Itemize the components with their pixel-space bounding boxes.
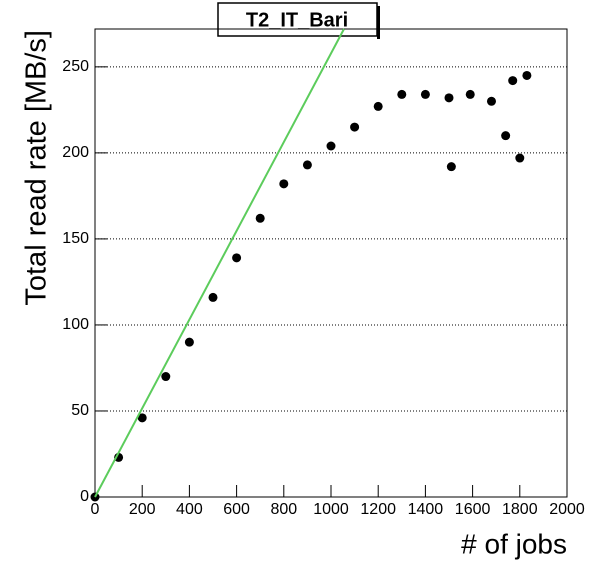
y-tick-label: 250	[62, 58, 89, 75]
chart-title: T2_IT_Bari	[246, 9, 348, 31]
x-tick-label: 1200	[360, 501, 396, 518]
x-tick-label: 1000	[313, 501, 349, 518]
data-point	[137, 413, 147, 423]
x-tick-label: 800	[270, 501, 297, 518]
title-shadow	[377, 6, 380, 39]
data-point	[279, 179, 289, 189]
x-tick-label: 0	[91, 501, 100, 518]
y-tick-label: 200	[62, 144, 89, 161]
plot-frame	[94, 28, 568, 498]
data-point	[161, 372, 171, 382]
data-point	[522, 70, 532, 80]
x-tick-label: 1800	[502, 501, 538, 518]
title-box	[217, 2, 378, 37]
y-tick-label: 50	[71, 402, 89, 419]
y-tick-label: 100	[62, 316, 89, 333]
y-axis-label: Total read rate [MB/s]	[21, 30, 53, 306]
data-point	[302, 160, 312, 170]
data-point	[232, 253, 242, 263]
x-tick-label: 200	[129, 501, 156, 518]
x-tick-label: 400	[176, 501, 203, 518]
data-point	[350, 122, 360, 132]
data-point	[326, 141, 336, 151]
y-tick-label: 0	[80, 488, 89, 505]
data-point	[515, 153, 525, 163]
x-tick-label: 1600	[455, 501, 491, 518]
data-point	[184, 337, 194, 347]
data-point	[208, 292, 218, 302]
x-tick-label: 1400	[408, 501, 444, 518]
data-point	[465, 89, 475, 99]
data-point	[501, 131, 511, 141]
data-point	[446, 162, 456, 172]
data-point	[420, 89, 430, 99]
x-tick-label: 2000	[549, 501, 585, 518]
y-tick-label: 150	[62, 230, 89, 247]
x-tick-label: 600	[223, 501, 250, 518]
data-point	[255, 213, 265, 223]
data-point	[486, 96, 496, 106]
fit-line	[94, 28, 345, 498]
data-point	[444, 93, 454, 103]
data-point	[397, 89, 407, 99]
data-point	[373, 101, 383, 111]
data-point	[508, 76, 518, 86]
x-axis-label: # of jobs	[461, 528, 567, 559]
